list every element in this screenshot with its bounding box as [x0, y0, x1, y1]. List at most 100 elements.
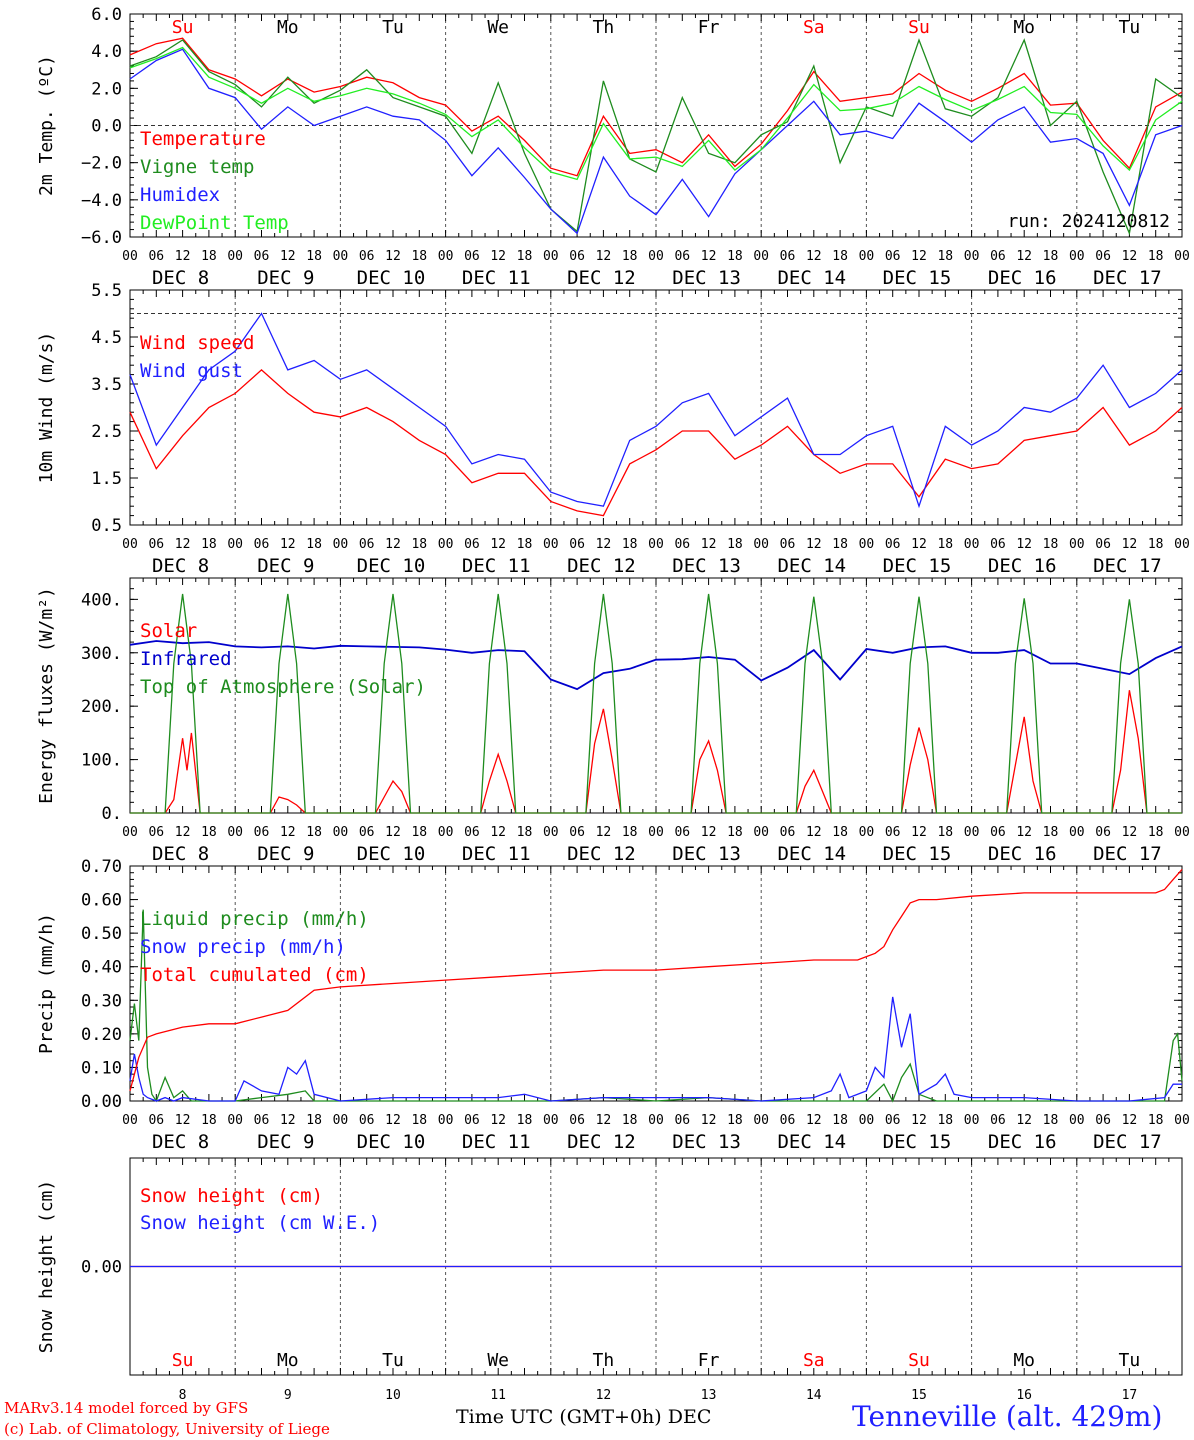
x-hour-label: 18 — [517, 537, 533, 552]
x-date-label: DEC 16 — [988, 1131, 1057, 1153]
model-credit-line1: MARv3.14 model forced by GFS — [4, 1399, 249, 1417]
x-hour-label: 12 — [385, 825, 401, 840]
x-hour-label: 12 — [490, 537, 506, 552]
x-date-label: DEC 11 — [462, 267, 531, 289]
x-hour-label: 00 — [122, 249, 138, 264]
x-hour-label: 12 — [385, 537, 401, 552]
weekday-label: Tu — [1119, 1350, 1141, 1371]
x-hour-label: 12 — [911, 537, 927, 552]
y-tick-label: 300. — [81, 644, 122, 664]
x-hour-label: 00 — [438, 537, 454, 552]
y-tick-label: 0.40 — [81, 958, 122, 978]
y-tick-label: 5.5 — [91, 281, 122, 301]
x-hour-label: 06 — [569, 825, 585, 840]
weekday-label: Sa — [803, 17, 825, 38]
x-hour-label: 00 — [964, 249, 980, 264]
x-hour-label: 12 — [806, 825, 822, 840]
x-date-label: DEC 16 — [988, 267, 1057, 289]
legend-entry: Total cumulated (cm) — [140, 964, 369, 986]
legend-entry: Liquid precip (mm/h) — [140, 908, 369, 930]
day-number-label: 14 — [806, 1388, 822, 1403]
x-hour-label: 12 — [806, 537, 822, 552]
x-hour-label: 06 — [780, 537, 796, 552]
x-hour-label: 00 — [122, 1113, 138, 1128]
x-hour-label: 18 — [1043, 537, 1059, 552]
x-hour-label: 06 — [780, 1113, 796, 1128]
x-hour-label: 06 — [1095, 825, 1111, 840]
x-hour-label: 18 — [201, 537, 217, 552]
x-hour-label: 06 — [1095, 1113, 1111, 1128]
x-hour-label: 18 — [622, 249, 638, 264]
day-number-label: 16 — [1016, 1388, 1032, 1403]
x-date-label: DEC 9 — [257, 1131, 314, 1153]
y-tick-label: 200. — [81, 697, 122, 717]
x-hour-label: 00 — [543, 1113, 559, 1128]
x-hour-label: 00 — [1174, 537, 1190, 552]
series-line-liquid-precip-mm-h- — [129, 909, 1183, 1103]
x-hour-label: 00 — [438, 1113, 454, 1128]
x-hour-label: 18 — [201, 249, 217, 264]
y-tick-label: 4.5 — [91, 328, 122, 348]
y-tick-label: 0.10 — [81, 1058, 122, 1078]
series-line-vigne-temp — [129, 38, 1183, 236]
x-hour-label: 18 — [622, 1113, 638, 1128]
weekday-label: We — [487, 1350, 509, 1371]
x-hour-label: 12 — [701, 537, 717, 552]
series-line-top-of-atmosphere-solar- — [130, 593, 1182, 814]
x-hour-label: 18 — [937, 249, 953, 264]
x-hour-label: 12 — [490, 1113, 506, 1128]
weekday-label: We — [487, 17, 509, 38]
x-hour-label: 06 — [254, 1113, 270, 1128]
legend-entry: Snow height (cm) — [140, 1185, 323, 1207]
series-line-humidex — [129, 48, 1183, 235]
x-hour-label: 12 — [596, 249, 612, 264]
x-hour-label: 06 — [359, 825, 375, 840]
day-number-label: 10 — [385, 1388, 401, 1403]
x-hour-label: 18 — [727, 825, 743, 840]
x-hour-label: 12 — [1122, 1113, 1138, 1128]
x-date-label: DEC 10 — [357, 843, 426, 865]
x-hour-label: 18 — [517, 1113, 533, 1128]
x-hour-label: 18 — [1148, 825, 1164, 840]
x-hour-label: 00 — [543, 825, 559, 840]
x-hour-label: 00 — [333, 825, 349, 840]
x-hour-label: 12 — [490, 249, 506, 264]
panel-2: 5.5 4.5 3.5 2.5 1.5 0.5 10m Wind (m/s) Wind spe… — [36, 281, 1190, 577]
x-hour-label: 18 — [1148, 1113, 1164, 1128]
x-date-label: DEC 13 — [672, 1131, 741, 1153]
weekday-label: Tu — [382, 1350, 404, 1371]
x-date-label: DEC 8 — [152, 555, 209, 577]
x-hour-label: 00 — [227, 249, 243, 264]
x-hour-label: 18 — [517, 825, 533, 840]
y-axis-label: Energy fluxes (W/m²) — [36, 587, 57, 804]
x-hour-label: 00 — [543, 249, 559, 264]
y-tick-label: 0.00 — [81, 1258, 122, 1278]
x-hour-label: 00 — [859, 537, 875, 552]
x-hour-label: 18 — [832, 537, 848, 552]
x-hour-label: 00 — [753, 249, 769, 264]
x-hour-label: 06 — [990, 825, 1006, 840]
x-date-label: DEC 11 — [462, 843, 531, 865]
x-hour-label: 12 — [806, 1113, 822, 1128]
legend-entry: Top of Atmosphere (Solar) — [140, 676, 426, 698]
x-hour-label: 06 — [464, 249, 480, 264]
y-axis-label: 10m Wind (m/s) — [36, 332, 57, 484]
series-line-total-cumulated-cm- — [129, 868, 1183, 1092]
x-hour-label: 12 — [175, 537, 191, 552]
x-date-label: DEC 17 — [1093, 555, 1162, 577]
x-hour-label: 18 — [832, 1113, 848, 1128]
x-hour-label: 12 — [701, 1113, 717, 1128]
y-tick-label: 0.00 — [81, 1092, 122, 1112]
x-hour-label: 00 — [964, 825, 980, 840]
weekday-label: Su — [908, 17, 930, 38]
day-number-label: 13 — [701, 1388, 717, 1403]
run-label: run: 2024120812 — [1007, 211, 1170, 232]
x-date-label: DEC 8 — [152, 843, 209, 865]
series-line-infrared — [129, 640, 1183, 691]
weekday-label: Tu — [382, 17, 404, 38]
x-date-label: DEC 14 — [777, 267, 846, 289]
x-hour-label: 00 — [964, 1113, 980, 1128]
x-date-label: DEC 16 — [988, 843, 1057, 865]
x-hour-label: 00 — [753, 825, 769, 840]
x-hour-label: 18 — [937, 537, 953, 552]
